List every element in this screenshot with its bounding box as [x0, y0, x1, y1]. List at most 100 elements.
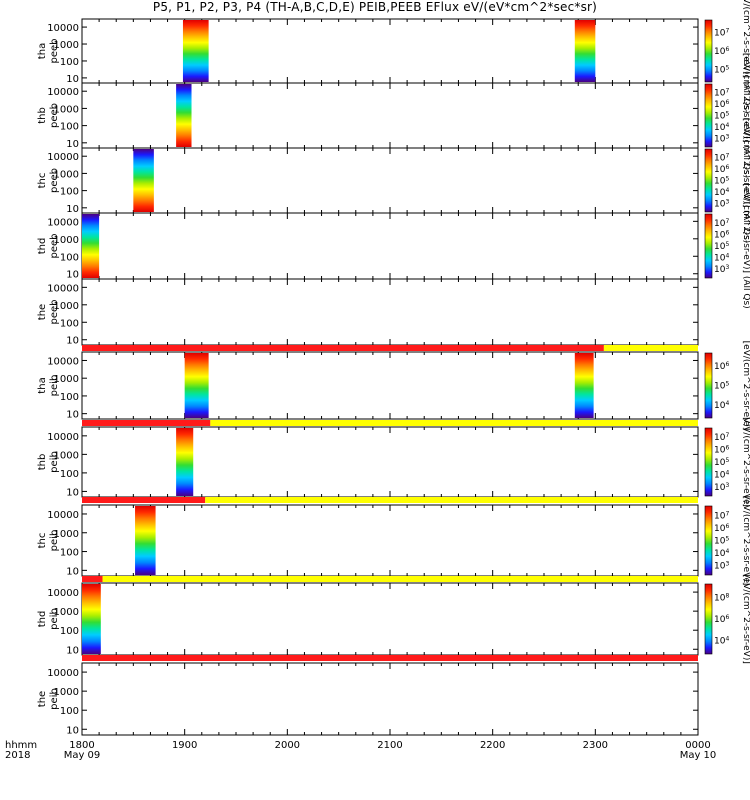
- x-tick-label: 2200: [480, 740, 505, 751]
- y-tick-label: 1000: [54, 301, 79, 312]
- colorbar: [704, 427, 713, 497]
- spectrogram-burst: [176, 84, 192, 147]
- colorbar-label: [eV/(cm^2-s-sr-eV)] (All Qs): [741, 183, 750, 308]
- y-tick-label: 1000: [54, 529, 79, 540]
- colorbar-tick-label: 105: [714, 176, 729, 187]
- y-tick-label: 10000: [47, 668, 79, 679]
- colorbar: [704, 583, 713, 655]
- panel-frame: [81, 662, 699, 736]
- colorbar: [704, 83, 713, 148]
- flag-bar-yellow: [210, 420, 699, 426]
- panel-probe-label: thd: [37, 238, 48, 255]
- panel-frame: [81, 582, 699, 656]
- y-tick-label: 10: [66, 410, 79, 421]
- spectrogram-burst: [82, 584, 101, 654]
- panel-species-label: peib: [49, 530, 60, 552]
- panel-probe-label: thb: [37, 454, 48, 471]
- x-tick-label: 2300: [583, 740, 608, 751]
- y-tick-label: 10: [66, 270, 79, 281]
- panel-probe-label: the: [37, 304, 48, 320]
- colorbar-tick-label: 105: [714, 111, 729, 122]
- y-tick-label: 1000: [54, 40, 79, 51]
- y-tick-label: 10000: [47, 588, 79, 599]
- y-tick-label: 100: [60, 122, 79, 133]
- spectrogram-burst: [82, 214, 100, 278]
- y-tick-label: 10: [66, 645, 79, 656]
- y-tick-label: 1000: [54, 169, 79, 180]
- colorbar-tick-label: 104: [714, 469, 729, 480]
- colorbar-tick-label: 107: [714, 88, 729, 99]
- colorbar-label: [eV/(cm^2-s-sr-eV)] (All Qs): [741, 118, 750, 243]
- colorbar-tick-label: 105: [714, 457, 729, 468]
- colorbar-tick-label: 104: [714, 187, 729, 198]
- x-date-label: May 09: [64, 750, 101, 761]
- colorbar-tick-label: 104: [714, 548, 729, 559]
- panel-frame: [81, 212, 699, 280]
- panel-frame: [81, 426, 699, 498]
- colorbar-tick-label: 106: [714, 164, 729, 175]
- chart-title: P5, P1, P2, P3, P4 (TH-A,B,C,D,E) PEIB,P…: [152, 0, 598, 14]
- colorbar-label: [eV/(cm^2-s-sr-eV)] (All Qs): [741, 53, 750, 178]
- flag-bar-red: [82, 497, 206, 503]
- flag-bar-yellow: [603, 345, 698, 351]
- y-tick-label: 10: [66, 566, 79, 577]
- y-tick-label: 10: [66, 725, 79, 736]
- y-tick-label: 100: [60, 57, 79, 68]
- panel-frame: [81, 351, 699, 420]
- panel-frame: [81, 278, 699, 346]
- y-tick-label: 100: [60, 706, 79, 717]
- x-tick-label: 2100: [377, 740, 402, 751]
- x-tick-label: 1800: [69, 740, 94, 751]
- colorbar-tick-label: 105: [714, 241, 729, 252]
- colorbar-tick-label: 106: [714, 523, 729, 534]
- x-date-label: May 10: [680, 750, 717, 761]
- flag-bar-red: [82, 420, 211, 426]
- panel-species-label: peib: [49, 608, 60, 630]
- colorbar-tick-label: 106: [714, 361, 729, 372]
- panel-species-label: peeb: [49, 300, 60, 325]
- panel-species-label: peeb: [49, 168, 60, 193]
- colorbar-tick-label: 106: [714, 229, 729, 240]
- panel-probe-label: the: [37, 691, 48, 707]
- panel-probe-label: tha: [37, 377, 48, 393]
- panel-probe-label: thb: [37, 107, 48, 124]
- colorbar-tick-label: 107: [714, 510, 729, 521]
- y-tick-label: 100: [60, 548, 79, 559]
- y-tick-label: 100: [60, 392, 79, 403]
- y-tick-label: 10: [66, 139, 79, 150]
- colorbar: [704, 505, 713, 576]
- x-tick-label: 2000: [275, 740, 300, 751]
- spectrogram-burst: [133, 149, 154, 212]
- x-tick-label: 0000: [685, 740, 710, 751]
- panel-species-label: peeb: [49, 103, 60, 128]
- y-tick-label: 10: [66, 336, 79, 347]
- y-tick-label: 10000: [47, 87, 79, 98]
- panel-frame: [81, 82, 699, 149]
- y-tick-label: 10000: [47, 152, 79, 163]
- panel-probe-label: tha: [37, 43, 48, 59]
- panel-probe-label: thc: [37, 533, 48, 549]
- time-format-label: hhmm: [5, 740, 37, 751]
- colorbar-label: [eV/(cm^2-s-sr-eV)]: [741, 341, 750, 431]
- panel-frame: [81, 504, 699, 577]
- year-label: 2018: [5, 750, 30, 761]
- y-tick-label: 1000: [54, 235, 79, 246]
- flag-bar-yellow: [102, 576, 699, 582]
- colorbar-tick-label: 103: [714, 264, 729, 275]
- colorbar: [704, 213, 713, 279]
- spectrogram-burst: [184, 353, 209, 418]
- spectrogram-burst: [176, 428, 194, 496]
- colorbar-tick-label: 103: [714, 561, 729, 572]
- y-tick-label: 100: [60, 626, 79, 637]
- panel-species-label: peeb: [49, 39, 60, 64]
- y-tick-label: 1000: [54, 687, 79, 698]
- flag-bar-red: [82, 655, 698, 661]
- colorbar-tick-label: 103: [714, 198, 729, 209]
- y-tick-label: 100: [60, 187, 79, 198]
- colorbar-tick-label: 107: [714, 218, 729, 229]
- colorbar-tick-label: 105: [714, 536, 729, 547]
- spectrogram-burst: [574, 20, 596, 82]
- colorbar-tick-label: 106: [714, 46, 729, 57]
- panel-species-label: peib: [49, 451, 60, 473]
- y-tick-label: 100: [60, 469, 79, 480]
